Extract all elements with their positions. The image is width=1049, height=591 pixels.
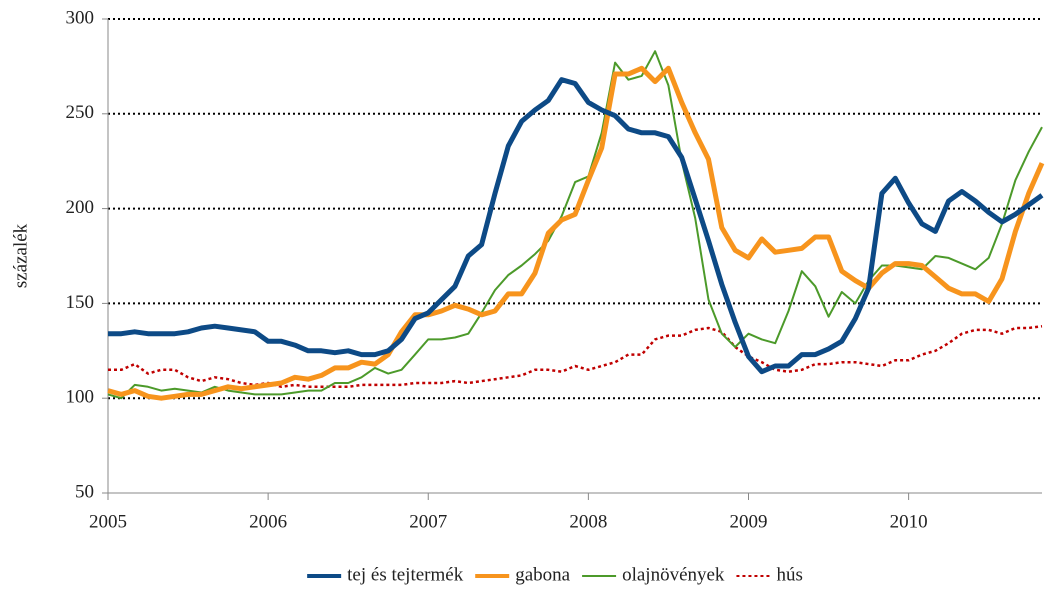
x-tick-label: 2009 — [729, 511, 767, 532]
y-tick-label: 100 — [66, 387, 95, 408]
x-tick-label: 2010 — [890, 511, 928, 532]
y-axis-label: százalék — [10, 223, 31, 288]
x-tick-label: 2008 — [569, 511, 607, 532]
x-tick-label: 2007 — [409, 511, 447, 532]
y-tick-label: 200 — [66, 197, 95, 218]
legend-label: gabona — [515, 564, 570, 585]
y-tick-label: 150 — [66, 292, 95, 313]
x-tick-label: 2006 — [249, 511, 287, 532]
series-line — [108, 324, 1043, 389]
y-tick-label: 250 — [66, 102, 95, 123]
legend-label: tej és tejtermék — [347, 564, 464, 585]
y-tick-label: 50 — [75, 481, 94, 502]
y-tick-label: 300 — [66, 7, 95, 28]
x-tick-label: 2005 — [89, 511, 127, 532]
legend-label: olajnövények — [622, 564, 725, 585]
series-line — [107, 65, 1045, 401]
series-line — [108, 77, 1044, 375]
legend-label: hús — [776, 564, 802, 585]
series-line — [107, 50, 1043, 400]
